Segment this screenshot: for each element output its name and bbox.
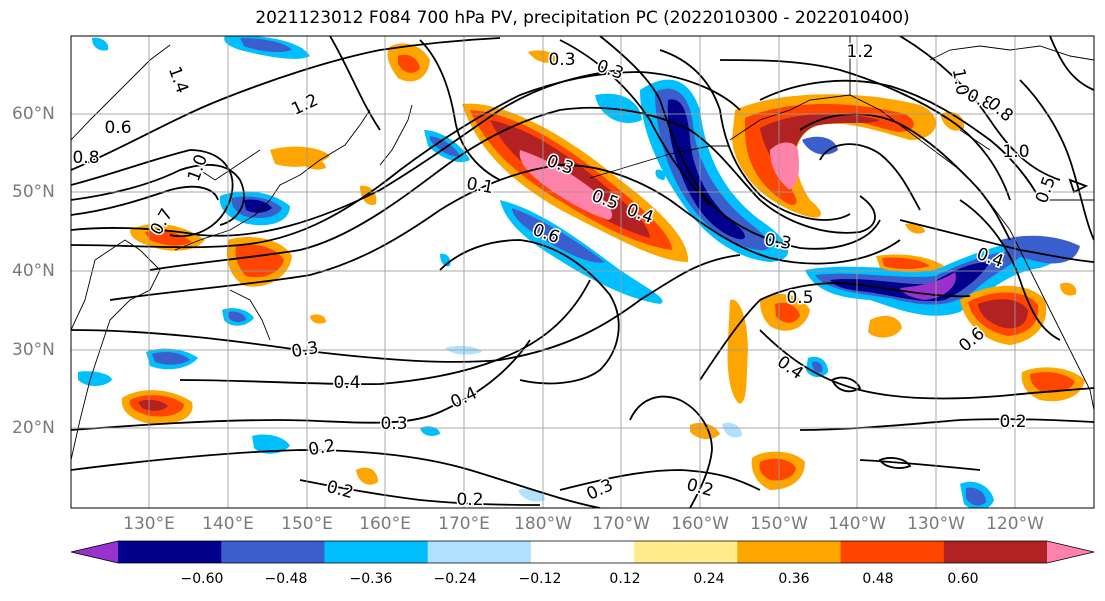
graticule [71, 36, 1094, 508]
contour-label: 0.5 [786, 288, 813, 308]
lon-label-150e: 150°E [281, 514, 333, 534]
contour-label: 0.2 [456, 490, 483, 510]
lon-label-170e: 170°E [438, 514, 490, 534]
colorbar-swatch [1047, 541, 1094, 563]
lon-label-130e: 130°E [123, 514, 175, 534]
coastlines [71, 36, 1094, 461]
colorbar-swatch [634, 541, 738, 563]
colorbar-swatch [71, 541, 118, 563]
colorbar-swatch [221, 541, 325, 563]
colorbar-swatch [737, 541, 842, 563]
contour-label: 0.2 [999, 412, 1026, 432]
contour-label: 0.3 [548, 50, 575, 70]
contour-label: 1.0 [1002, 142, 1029, 162]
colorbar-tick: −0.36 [349, 571, 393, 587]
lon-label-120w: 120°W [986, 514, 1044, 534]
colorbar-tick: 0.48 [862, 571, 894, 587]
colorbar-tick: −0.24 [433, 571, 477, 587]
colorbar-tick: 0.12 [609, 571, 641, 587]
colorbar-swatch [324, 541, 429, 563]
lat-label-60n: 60°N [12, 104, 55, 124]
contour-label: 0.4 [333, 373, 360, 393]
colorbar-tick: −0.60 [180, 571, 224, 587]
colorbar [70, 540, 1095, 564]
lat-label-20n: 20°N [12, 418, 55, 438]
map-title: 2021123012 F084 700 hPa PV, precipitatio… [255, 8, 910, 28]
colorbar-swatch [530, 541, 635, 563]
contour-label: 0.8 [72, 148, 99, 168]
contour-label: 0.6 [104, 118, 131, 138]
lon-label-180w: 180°W [514, 514, 572, 534]
lon-label-160w: 160°W [671, 514, 729, 534]
precipitation-shading [78, 36, 1085, 508]
colorbar-tick: 0.36 [778, 571, 810, 587]
colorbar-swatch [943, 541, 1048, 563]
lon-label-140e: 140°E [202, 514, 254, 534]
lat-label-30n: 30°N [12, 340, 55, 360]
colorbar-swatch [427, 541, 532, 563]
lon-label-170w: 170°W [592, 514, 650, 534]
contour-label: 1.2 [846, 42, 873, 62]
lon-label-160e: 160°E [359, 514, 411, 534]
contour-label: 0.3 [380, 414, 407, 434]
colorbar-tick: 0.24 [693, 571, 725, 587]
map-frame [70, 35, 1095, 509]
lon-label-130w: 130°W [907, 514, 965, 534]
lat-label-40n: 40°N [12, 261, 55, 281]
lon-label-140w: 140°W [828, 514, 886, 534]
colorbar-tick: −0.48 [264, 571, 308, 587]
colorbar-tick: −0.12 [518, 571, 562, 587]
colorbar-swatch [118, 541, 222, 563]
pv-contours [71, 36, 1094, 508]
colorbar-swatch [840, 541, 945, 563]
lat-label-50n: 50°N [12, 182, 55, 202]
lon-label-150w: 150°W [750, 514, 808, 534]
colorbar-tick: 0.60 [947, 571, 979, 587]
colorbar-outline [70, 540, 1095, 564]
